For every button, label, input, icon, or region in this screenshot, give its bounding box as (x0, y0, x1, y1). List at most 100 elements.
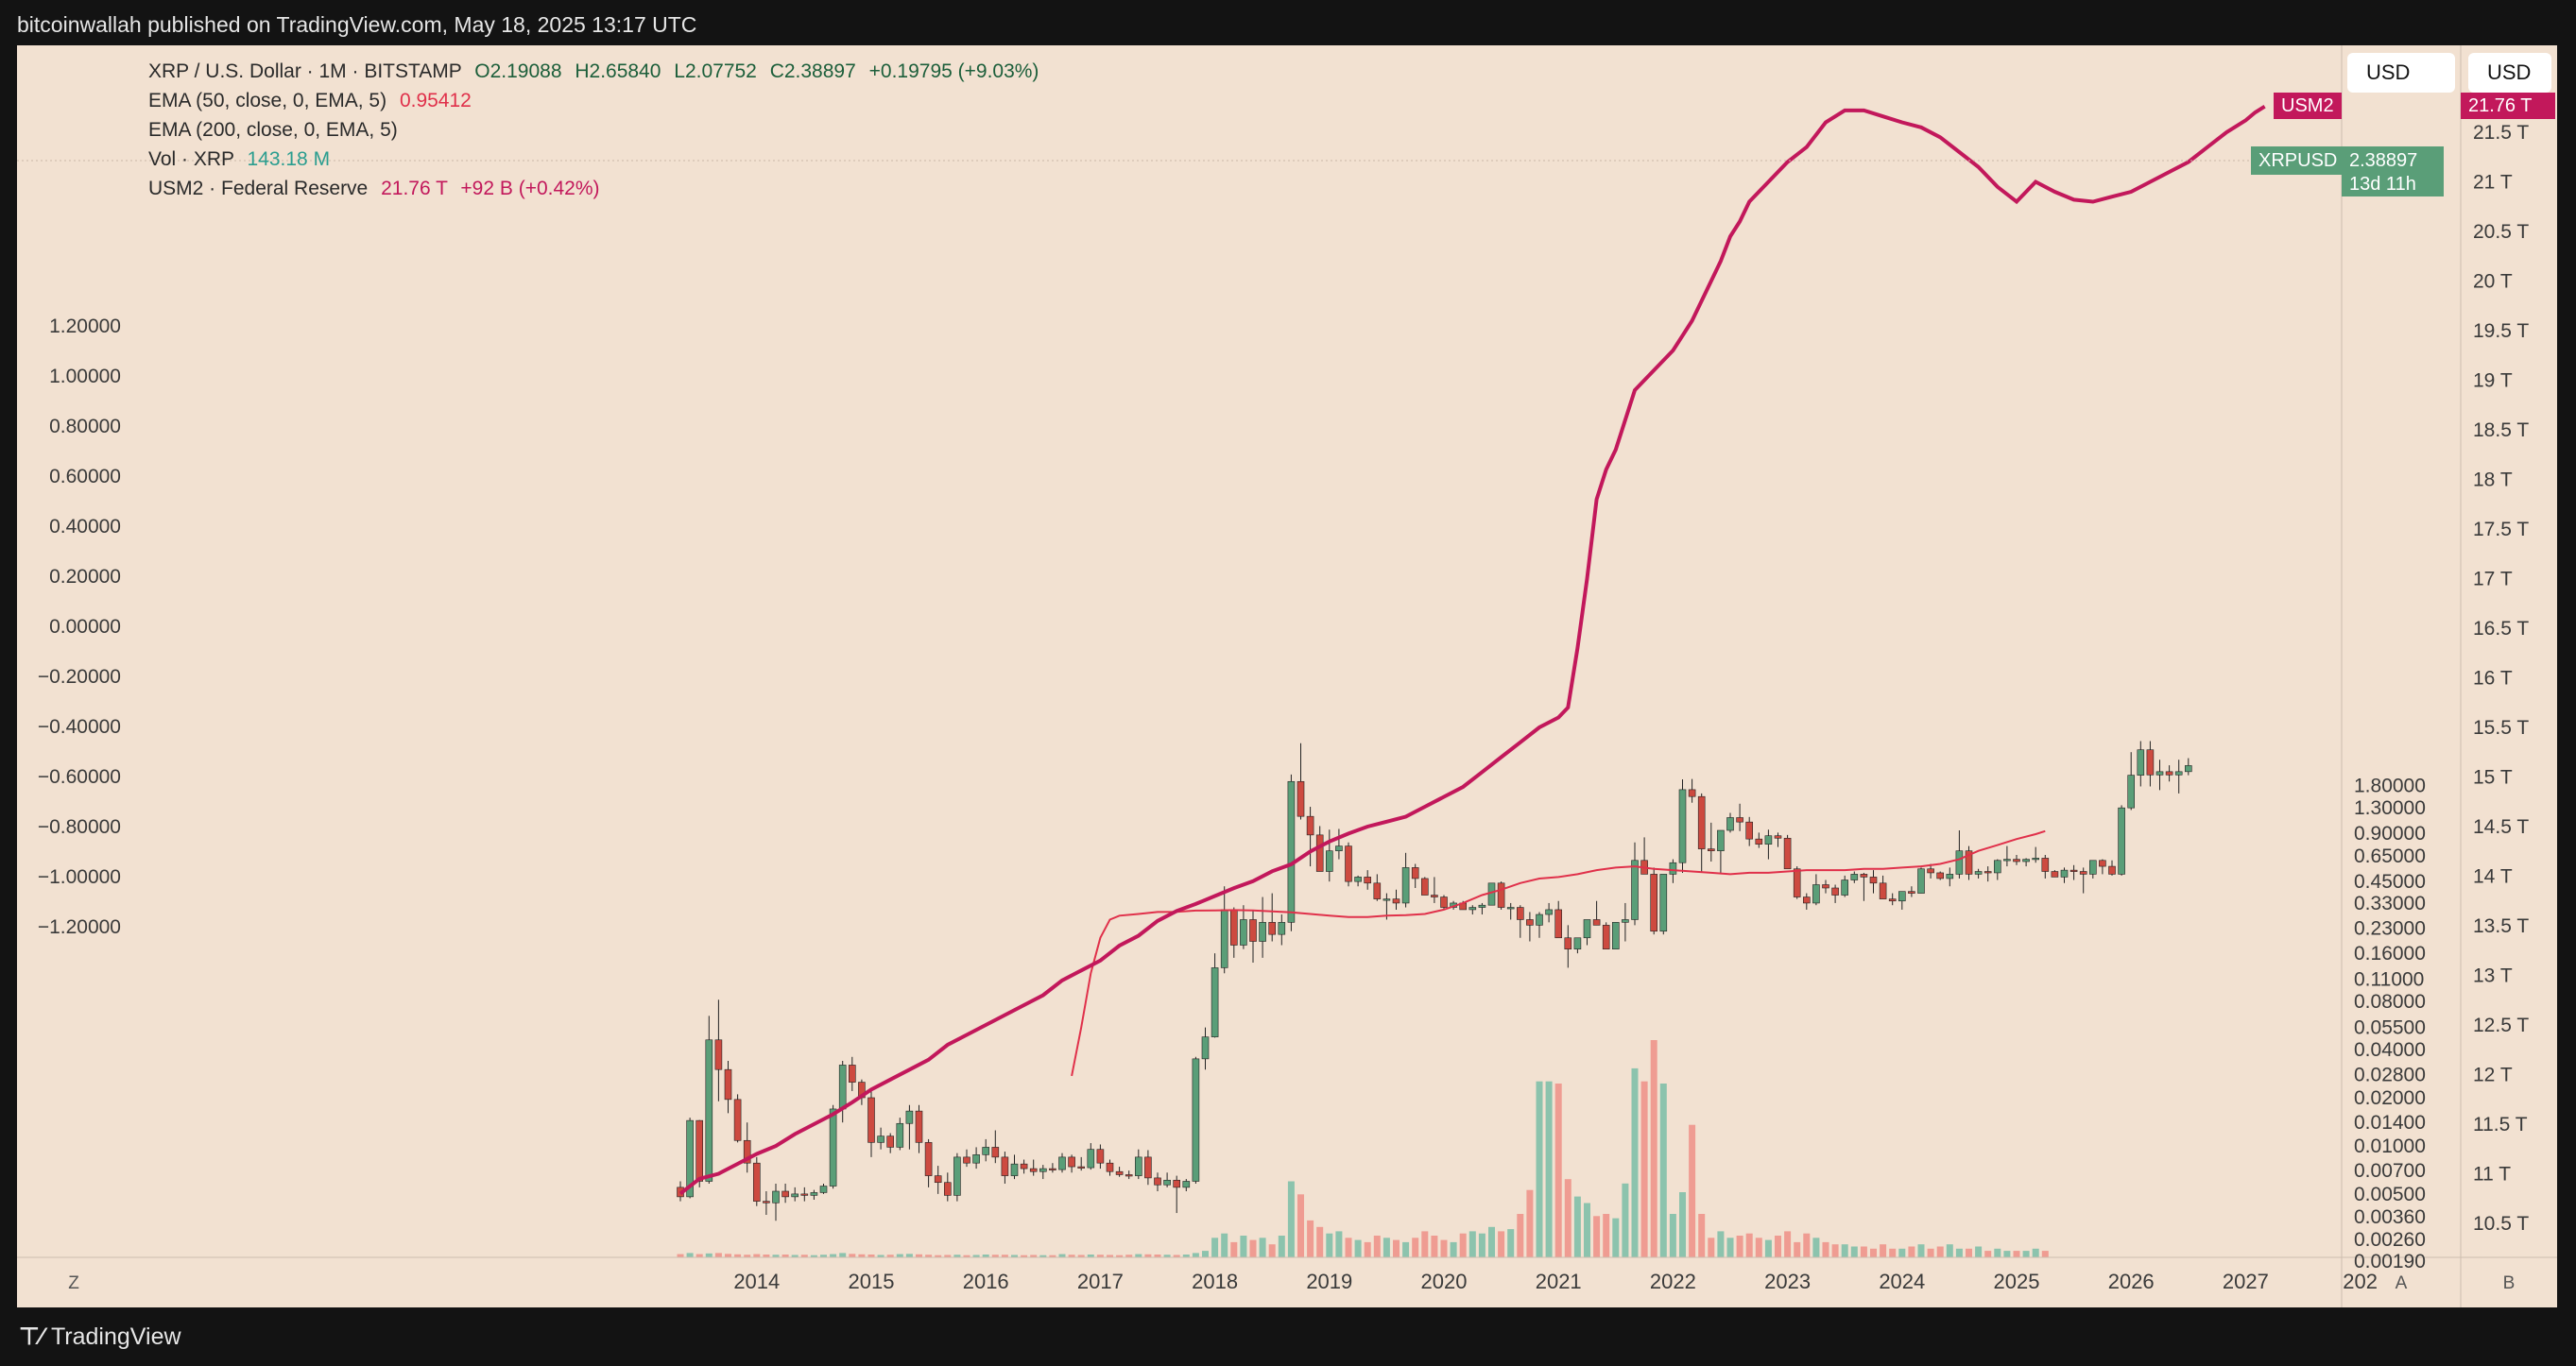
volume-bar (925, 1255, 933, 1257)
candle-body (1345, 845, 1352, 882)
volume-bar (1412, 1238, 1419, 1257)
volume-bar (1898, 1248, 1906, 1257)
candle-body (1955, 850, 1964, 875)
volume-bar (1880, 1244, 1887, 1257)
volume-bar (1431, 1236, 1438, 1257)
candle-body (1125, 1174, 1133, 1177)
candle-body (763, 1201, 770, 1204)
scale-b-tick-label: 11.5 T (2473, 1114, 2528, 1135)
volume-bar (1030, 1255, 1038, 1257)
price-scale-b[interactable]: 21.5 T 21 T 20.5 T 20 T 19.5 T 19 T 18.5 T 18 T… (2473, 122, 2529, 1235)
time-axis-label: 2020 (1421, 1270, 1468, 1293)
candle-body (1326, 850, 1333, 872)
candle-body (819, 1186, 828, 1193)
volume-bar (944, 1255, 952, 1257)
volume-bar (1393, 1239, 1400, 1257)
time-axis-label: 2022 (1650, 1270, 1696, 1293)
volume-bar (953, 1255, 961, 1257)
volume-bar (1794, 1241, 1801, 1257)
left-axis-tick-label: 0.40000 (49, 516, 121, 538)
volume-bar (1526, 1189, 1534, 1257)
volume-bar (791, 1255, 799, 1257)
legend-symbol: XRP / U.S. Dollar · 1M · BITSTAMP (148, 60, 462, 82)
volume-bar (905, 1254, 913, 1257)
volume-bar (1459, 1233, 1467, 1257)
chart-area[interactable] (17, 45, 2557, 1307)
xrp-price-tag: 2.38897 (2342, 146, 2444, 175)
candle-body (743, 1139, 751, 1164)
legend-ema50-row[interactable]: EMA (50, close, 0, EMA, 5) 0.95412 (148, 90, 472, 112)
legend-usm2-row[interactable]: USM2 · Federal Reserve 21.76 T +92 B (+0… (148, 178, 600, 200)
volume-bar (1659, 1084, 1667, 1257)
candle-body (1182, 1181, 1191, 1188)
scale-b-tick-label: 14.5 T (2473, 816, 2529, 838)
volume-bar (963, 1255, 970, 1257)
scale-a-tick-label: 0.16000 (2354, 943, 2426, 965)
currency-button-a[interactable]: USD (2347, 53, 2455, 93)
scale-b-tick-label: 15 T (2473, 767, 2513, 789)
time-axis-label: 202 (2343, 1270, 2378, 1293)
candle-body (2041, 858, 2050, 872)
volume-bar (830, 1254, 837, 1257)
time-axis-label: 2017 (1077, 1270, 1124, 1293)
volume-bar (1536, 1081, 1543, 1257)
scale-b-tick-label: 21.5 T (2473, 122, 2529, 144)
scale-b-tick-label: 17 T (2473, 569, 2513, 590)
candle-body (1860, 874, 1868, 878)
legend-volume-row[interactable]: Vol · XRP 143.18 M (148, 148, 330, 171)
candle-body (772, 1190, 780, 1204)
candle-body (1297, 780, 1305, 817)
candle-body (2032, 858, 2039, 861)
candle-body (1049, 1168, 1056, 1170)
candle-body (2146, 749, 2155, 776)
volume-bar (1049, 1255, 1056, 1257)
volume-bar (1631, 1067, 1639, 1257)
volume-bar (705, 1253, 713, 1257)
publisher-text: bitcoinwallah published on TradingView.c… (17, 12, 697, 37)
scale-a-tick-label: 0.08000 (2354, 991, 2426, 1013)
scale-a-tick-label: 0.00500 (2354, 1184, 2426, 1205)
candle-body (1908, 891, 1915, 894)
volume-bar (1689, 1124, 1696, 1257)
legend-symbol-row[interactable]: XRP / U.S. Dollar · 1M · BITSTAMP O2.190… (148, 60, 1039, 83)
candle-body (2003, 859, 2011, 862)
volume-bar (1584, 1203, 1590, 1257)
scale-b-tick-label: 19 T (2473, 370, 2513, 392)
candle-body (1678, 789, 1687, 863)
candle-body (2022, 859, 2030, 862)
time-axis[interactable]: 2014 2015 2016 2017 2018 2019 2020 2021 2022 2023… (733, 1270, 2378, 1293)
volume-bar (2032, 1248, 2039, 1257)
bottom-bar (0, 1307, 2576, 1366)
candle-body (1106, 1162, 1114, 1172)
volume-bar (696, 1254, 703, 1257)
scale-a-label[interactable]: A (2396, 1273, 2408, 1293)
volume-bars (677, 1040, 2049, 1257)
candle-body (1087, 1149, 1095, 1169)
candle-body (1536, 914, 1543, 926)
volume-bar (1755, 1238, 1762, 1257)
candle-body (1869, 877, 1878, 884)
candle-body (1622, 919, 1629, 923)
volume-bar (1517, 1214, 1524, 1257)
volume-bar (2013, 1251, 2020, 1257)
scale-a-tick-label: 0.04000 (2354, 1039, 2426, 1061)
volume-bar (1144, 1254, 1152, 1257)
volume-bar (1364, 1241, 1371, 1257)
candle-body (2079, 871, 2087, 875)
candle-body (877, 1135, 884, 1143)
legend-ema200-row[interactable]: EMA (200, close, 0, EMA, 5) (148, 119, 398, 142)
currency-button-b[interactable]: USD (2468, 53, 2551, 93)
scale-b-label[interactable]: B (2503, 1273, 2516, 1293)
candle-body (1096, 1149, 1105, 1164)
tradingview-logo[interactable]: ⊤⁄ TradingView (19, 1323, 181, 1351)
scale-b-tick-label: 10.5 T (2473, 1213, 2529, 1235)
candle-body (982, 1147, 989, 1155)
candle-body (1803, 896, 1811, 904)
volume-bar (1726, 1238, 1734, 1257)
z-label[interactable]: Z (68, 1273, 79, 1293)
candle-body (1259, 922, 1266, 942)
candle-body (2127, 775, 2135, 809)
legend-open: O2.19088 (474, 60, 562, 82)
scale-a-tick-label: 0.11000 (2354, 969, 2424, 991)
